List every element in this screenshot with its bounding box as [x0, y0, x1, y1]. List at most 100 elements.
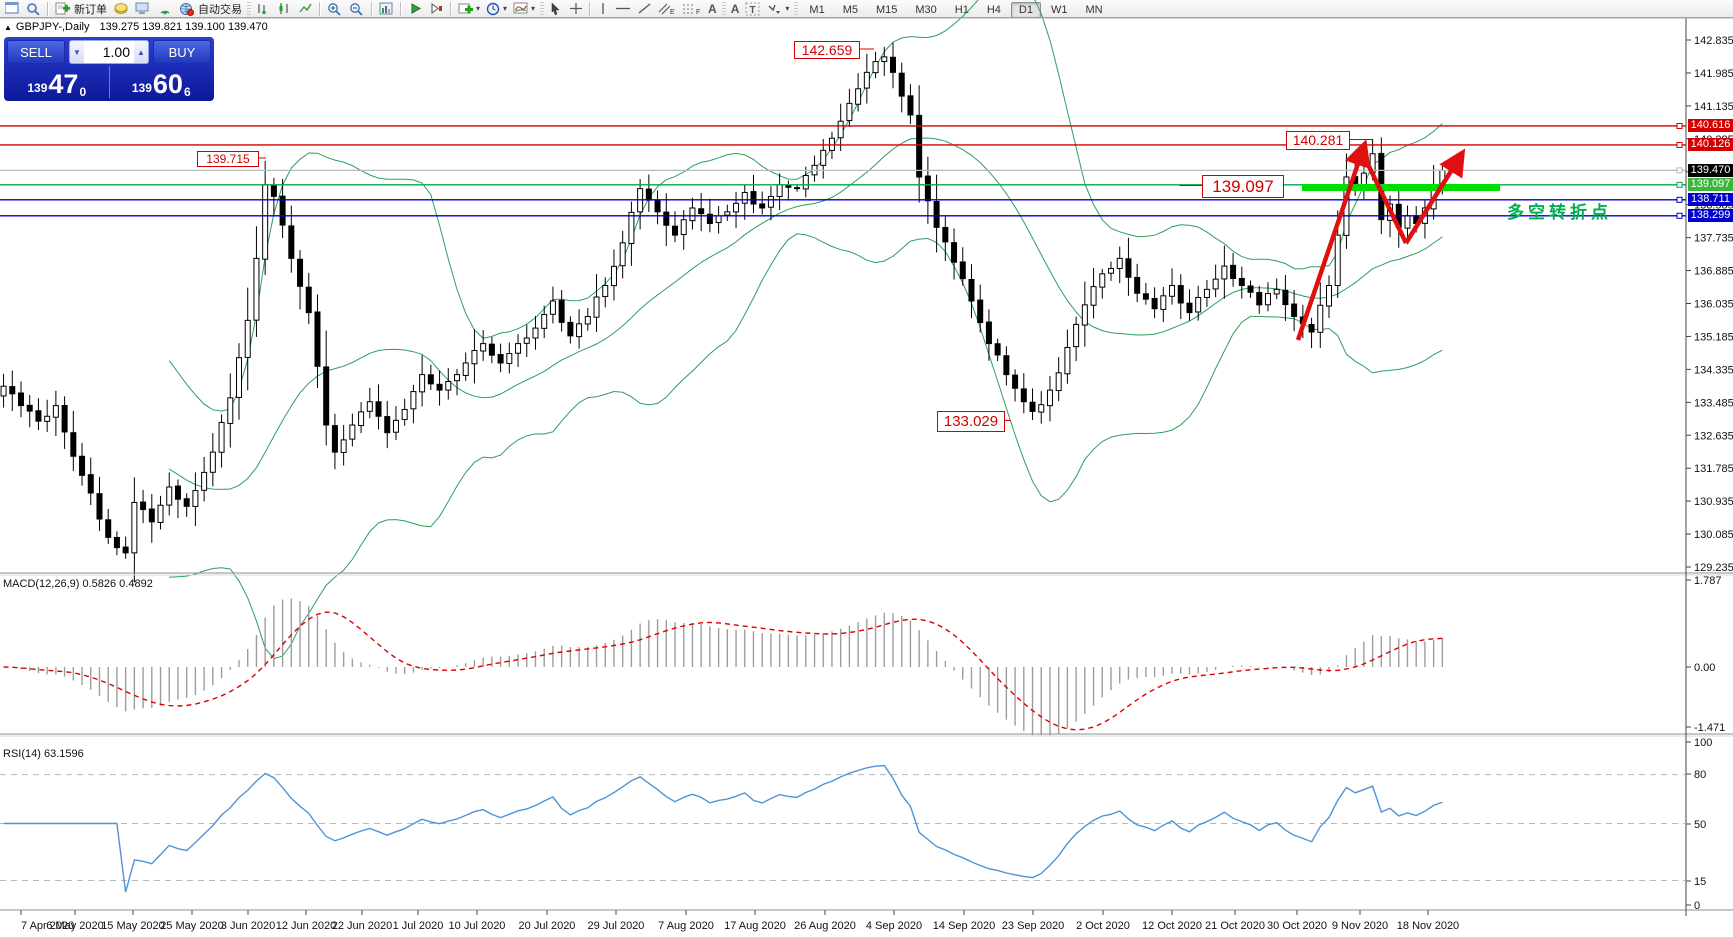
chart-line-icon[interactable] [296, 1, 315, 17]
candle [26, 404, 33, 412]
date-axis-label: 25 May 2020 [160, 920, 224, 932]
candle [1221, 265, 1228, 280]
timeframe-h4[interactable]: H4 [986, 3, 1001, 16]
zoom-in-icon[interactable] [325, 1, 345, 17]
candle [741, 191, 748, 204]
timeframe-m30[interactable]: M30 [915, 3, 937, 16]
green-highlight-bar[interactable] [1302, 184, 1500, 191]
market-watch-icon[interactable] [24, 1, 43, 17]
trend-arrow-up-1[interactable] [1295, 139, 1371, 341]
symbol-period-label: GBPJPY-,Daily [15, 21, 90, 33]
date-axis-label: 1 Jul 2020 [393, 920, 444, 932]
crosshair-icon[interactable] [567, 1, 585, 17]
sell-price[interactable]: 139 47 0 [27, 69, 87, 99]
annotation-139.097[interactable]: 139.097 [1202, 175, 1284, 198]
zoom-out-icon[interactable] [347, 1, 367, 17]
candle [994, 343, 1001, 356]
volume-input[interactable] [84, 41, 134, 63]
terminal-icon[interactable] [133, 1, 153, 17]
candle [1256, 292, 1263, 306]
price-axis-label: 136.885 [1694, 266, 1733, 278]
tester-step-icon[interactable] [427, 1, 446, 17]
candle [977, 299, 984, 324]
candle [1012, 374, 1019, 389]
horizontal-line-icon[interactable] [613, 1, 633, 17]
history-coin-icon[interactable] [111, 1, 131, 17]
candle [898, 72, 905, 97]
equidistant-channel-icon[interactable]: E [656, 1, 678, 17]
rsi-line [3, 764, 1443, 893]
annotation-142.659[interactable]: 142.659 [794, 41, 860, 59]
vertical-line-icon[interactable] [595, 1, 611, 17]
chart-candles-icon[interactable] [275, 1, 294, 17]
candle [933, 201, 940, 228]
candle [166, 486, 173, 506]
candle [663, 211, 670, 226]
date-axis-label: 26 Aug 2020 [794, 920, 856, 932]
candle [846, 102, 853, 122]
price-axis-label: 141.135 [1694, 101, 1733, 113]
period-clock-button[interactable]: ▾ [484, 1, 509, 17]
candle [236, 357, 242, 398]
text-label-icon[interactable]: T [743, 1, 763, 17]
annotation-133.029[interactable]: 133.029 [937, 411, 1005, 432]
candle [1081, 304, 1088, 326]
timeframe-d1[interactable]: D1 [1010, 1, 1041, 18]
volume-increase-button[interactable]: ▲ [134, 41, 148, 63]
price-axis-label: 130.935 [1694, 496, 1733, 508]
candle [602, 284, 609, 297]
candle [244, 319, 251, 358]
bar-chart-icon[interactable] [377, 1, 396, 17]
tester-play-icon[interactable] [406, 1, 425, 17]
chart-bars-icon[interactable] [254, 1, 273, 17]
cursor-icon[interactable] [547, 1, 565, 17]
candle [951, 242, 958, 263]
text-a-icon[interactable]: A [730, 1, 740, 16]
ohlc-values: 139.275 139.821 139.100 139.470 [99, 21, 268, 33]
candle [1064, 346, 1071, 375]
candle [672, 225, 678, 236]
chinese-note[interactable]: 多空转折点 [1507, 203, 1612, 222]
trendline-icon[interactable] [635, 1, 654, 17]
signal-icon[interactable] [155, 1, 175, 17]
trend-line-down[interactable] [1359, 151, 1409, 244]
trend-arrow-up-2[interactable] [1404, 148, 1466, 245]
candle [427, 374, 434, 385]
timeframe-h1[interactable]: H1 [954, 3, 969, 16]
new-order-button[interactable]: 新订单 [53, 1, 109, 17]
candle [480, 343, 487, 352]
new-chart-button[interactable]: ▾ [456, 1, 482, 17]
indicators-button[interactable]: ▾ [511, 1, 537, 17]
sell-button[interactable]: SELL [7, 40, 65, 64]
timeframe-m15[interactable]: M15 [875, 3, 898, 16]
chart-window-icon[interactable] [3, 1, 22, 17]
autotrade-button[interactable]: 自动交易 [177, 1, 244, 17]
candle [1317, 304, 1324, 333]
candle [959, 261, 966, 280]
text-icon[interactable]: A [708, 1, 717, 16]
candle [87, 474, 94, 494]
timeframe-m5[interactable]: M5 [842, 3, 858, 16]
price-axis-label: 134.335 [1694, 364, 1733, 376]
rsi-label: RSI(14) 63.1596 [3, 748, 84, 760]
candle [288, 225, 295, 259]
candle [1186, 302, 1193, 314]
annotation-140.281[interactable]: 140.281 [1286, 131, 1350, 150]
candle [1282, 289, 1289, 306]
timeframe-w1[interactable]: W1 [1050, 3, 1068, 16]
candle [584, 315, 591, 325]
candle [628, 211, 635, 245]
collapse-triangle-icon[interactable]: ▲ [4, 23, 12, 32]
buy-price[interactable]: 139 60 6 [131, 69, 191, 99]
fibonacci-icon[interactable]: F [680, 1, 704, 17]
rsi-axis-label: 0 [1694, 900, 1700, 912]
buy-button[interactable]: BUY [153, 40, 211, 64]
date-axis-label: 10 Jul 2020 [449, 920, 506, 932]
arrows-icon[interactable]: ▾ [765, 1, 791, 17]
annotation-139.715[interactable]: 139.715 [197, 151, 259, 167]
volume-decrease-button[interactable]: ▼ [70, 41, 84, 63]
timeframe-mn[interactable]: MN [1085, 3, 1103, 16]
timeframe-m1[interactable]: M1 [809, 3, 825, 16]
